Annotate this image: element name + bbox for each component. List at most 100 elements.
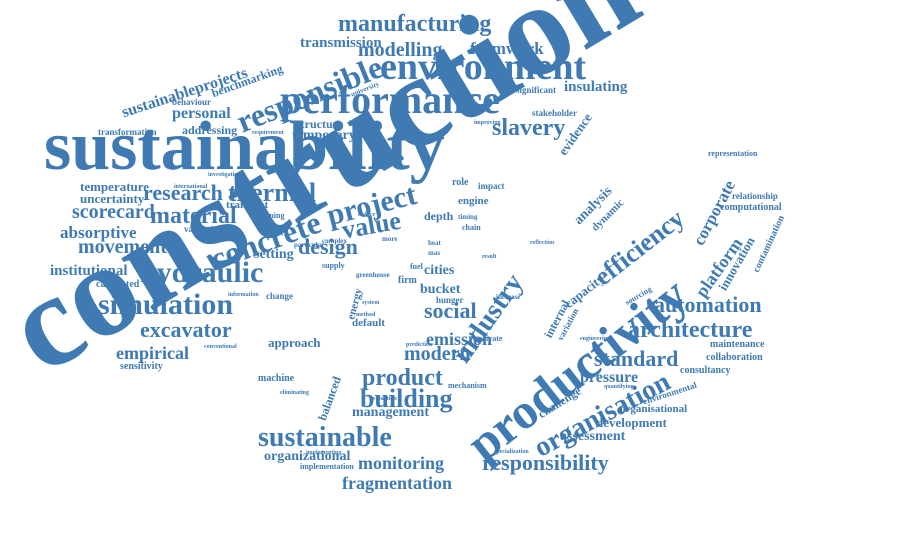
word-requirement: requirement — [252, 130, 284, 136]
word-emission: emission — [426, 329, 493, 349]
word-transmission: transmission — [300, 35, 382, 51]
word-responsibility: responsibility — [482, 450, 609, 475]
word-balanced: balanced — [315, 374, 344, 423]
word-eliminating: eliminating — [280, 390, 310, 396]
word-environment: environment — [380, 46, 587, 88]
word-product: product — [362, 365, 443, 391]
word-development: development — [596, 415, 667, 430]
word-international: international — [174, 184, 208, 190]
word-engineering: engineering — [580, 336, 610, 342]
word-hydraulic: hydraulic — [140, 256, 264, 289]
word-implementation: implementation — [300, 462, 354, 471]
word-approach: approach — [268, 335, 321, 350]
word-thermal: thermal — [228, 178, 317, 207]
word-scorecard: scorecard — [72, 201, 155, 223]
word-bucket: bucket — [420, 282, 461, 297]
word-change: change — [266, 291, 293, 301]
word-prediction: prediction — [406, 342, 433, 348]
word-relationship: relationship — [732, 191, 778, 201]
word-hunger: hunger — [436, 295, 464, 305]
word-consultancy: consultancy — [680, 365, 731, 376]
word-uncertainty: uncertainty — [80, 191, 145, 206]
word-calibrated: calibrated — [96, 279, 140, 290]
word-engine: engine — [458, 195, 489, 207]
word-fragmentation: fragmentation — [342, 473, 452, 493]
word-research: research — [143, 180, 223, 205]
word-sensitivity: sensitivity — [120, 361, 163, 372]
word-representation: representation — [708, 149, 758, 158]
word-organizational: organizational — [264, 449, 351, 464]
word-system: system — [362, 300, 380, 306]
word-default: default — [352, 317, 385, 329]
word-pressure: pressure — [580, 369, 639, 386]
word-absorptive: absorptive — [60, 223, 137, 242]
word-quantifying: quantifying — [604, 384, 634, 390]
word-transient: transient — [226, 199, 269, 211]
word-setting: setting — [254, 247, 294, 262]
word-learning: learning — [256, 211, 285, 220]
word-particular: particular — [294, 241, 325, 249]
word-modern: modern — [404, 343, 471, 365]
word-addressing: addressing — [182, 123, 238, 137]
word-role: role — [452, 177, 469, 188]
word-machine: machine — [258, 373, 295, 384]
word-standard: standard — [594, 346, 679, 371]
word-social: social — [424, 298, 477, 323]
word-collaboration: collaboration — [706, 352, 763, 363]
word-supply: supply — [322, 261, 345, 270]
word-material: material — [150, 203, 237, 229]
word-validation: validation — [184, 224, 223, 234]
word-design: design — [298, 234, 358, 259]
word-architecture: architecture — [628, 317, 753, 343]
word-simulation: simulation — [98, 288, 234, 321]
word-result: result — [482, 254, 497, 260]
word-automation: automation — [654, 292, 762, 317]
word-empirical: empirical — [116, 343, 189, 363]
word-sustainable: sustainable — [258, 422, 392, 453]
word-sustainability: sustainability — [44, 108, 445, 185]
word-depth: depth — [424, 209, 454, 223]
word-chain: chain — [462, 223, 481, 232]
word-specialization: specialization — [494, 449, 529, 455]
word-temperature: temperature — [80, 179, 150, 194]
word-movement: movement — [78, 236, 167, 258]
word-slavery: slavery — [492, 115, 566, 141]
word-building: building — [360, 384, 453, 413]
word-information: information — [228, 292, 259, 298]
word-structure: structure — [296, 117, 344, 131]
word-increase: increase — [496, 293, 521, 301]
word-greenhouse: greenhouse — [356, 271, 390, 279]
word-institutional: institutional — [50, 263, 128, 279]
word-personal: personal — [172, 105, 231, 122]
word-transformation: transformation — [98, 127, 157, 137]
word-modelling: modelling — [358, 39, 443, 61]
word-evaluation: evaluation — [370, 396, 397, 402]
word-insulating: insulating — [564, 79, 628, 95]
word-stakeholder: stakeholder — [532, 108, 577, 118]
word-temporary: temporary — [292, 128, 356, 143]
word-performance: performance — [280, 77, 500, 122]
word-monitoring: monitoring — [358, 453, 445, 473]
word-method: method — [356, 312, 376, 318]
word-reflection: reflection — [530, 240, 555, 246]
word-behaviour: behaviour — [172, 97, 212, 107]
word-assessment: assessment — [560, 429, 626, 444]
word-management: management — [352, 405, 429, 420]
word-cities: cities — [424, 263, 455, 278]
word-more: more — [382, 235, 398, 243]
word-mas: mas — [428, 249, 441, 257]
word-excavator: excavator — [140, 317, 232, 342]
word-timing: timing — [458, 213, 478, 221]
word-significant: significant — [516, 85, 557, 95]
word-complex: complex — [322, 237, 347, 245]
word-reduce: reduce — [358, 212, 376, 218]
word-heat: heat — [428, 239, 441, 247]
word-private: private — [478, 334, 503, 343]
word-firm: firm — [398, 275, 417, 286]
word-computational: computational — [720, 202, 782, 213]
word-contamination: contamination — [751, 213, 788, 275]
word-conventional: conventional — [204, 344, 237, 350]
word-improving: improving — [474, 120, 501, 126]
word-maintenance: maintenance — [710, 339, 765, 350]
word-impact: impact — [478, 181, 505, 191]
